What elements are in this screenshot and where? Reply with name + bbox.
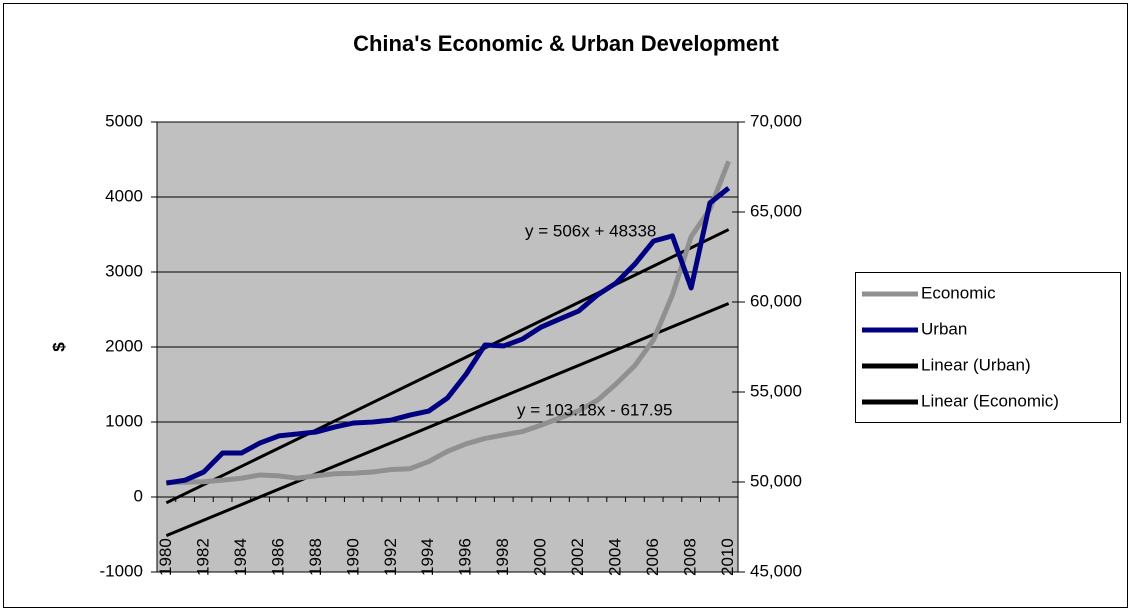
x-tick-label: 1994 <box>418 538 437 576</box>
trend-line <box>165 302 730 537</box>
x-tick-label: 1996 <box>456 538 475 576</box>
x-tick-label: 1982 <box>193 538 212 576</box>
y-axis-title: $ <box>49 342 68 352</box>
y-tick-label: 3000 <box>105 261 143 280</box>
legend-label: Linear (Economic) <box>921 391 1059 410</box>
y2-tick-label: 55,000 <box>750 381 802 400</box>
y2-tick-label: 50,000 <box>750 471 802 490</box>
chart-title: China's Economic & Urban Development <box>353 31 779 56</box>
legend-label: Linear (Urban) <box>921 355 1031 374</box>
x-tick-label: 1980 <box>156 538 175 576</box>
y2-tick-label: 70,000 <box>750 111 802 130</box>
series-line <box>165 186 731 486</box>
x-tick-label: 2006 <box>643 538 662 576</box>
y2-tick-label: 45,000 <box>750 561 802 580</box>
x-tick-label: 1992 <box>381 538 400 576</box>
x-tick-label: 1984 <box>231 538 250 576</box>
trend-label: y = 103.18x - 617.95 <box>517 400 672 419</box>
series-line <box>166 160 731 485</box>
y-tick-label: 1000 <box>105 411 143 430</box>
legend-label: Economic <box>921 283 996 302</box>
trend-line <box>165 228 730 505</box>
y-tick-label: 4000 <box>105 186 143 205</box>
x-tick-label: 2002 <box>568 538 587 576</box>
y2-tick-label: 60,000 <box>750 291 802 310</box>
y-tick-label: -1000 <box>100 561 143 580</box>
x-tick-label: 1988 <box>306 538 325 576</box>
x-tick-label: 1990 <box>343 538 362 576</box>
legend: Economic Urban Linear (Urban) Linear (Econo… <box>855 272 1121 423</box>
x-tick-label: 1998 <box>493 538 512 576</box>
y2-tick-label: 65,000 <box>750 201 802 220</box>
y-tick-label: 2000 <box>105 336 143 355</box>
legend-box <box>855 272 1121 423</box>
x-tick-label: 2000 <box>531 538 550 576</box>
x-tick-label: 2004 <box>606 538 625 576</box>
x-tick-label: 2010 <box>718 538 737 576</box>
legend-label: Urban <box>921 319 967 338</box>
trend-label: y = 506x + 48338 <box>525 221 656 240</box>
x-tick-label: 1986 <box>268 538 287 576</box>
y-tick-label: 0 <box>134 486 143 505</box>
x-tick-label: 2008 <box>681 538 700 576</box>
y-tick-label: 5000 <box>105 111 143 130</box>
